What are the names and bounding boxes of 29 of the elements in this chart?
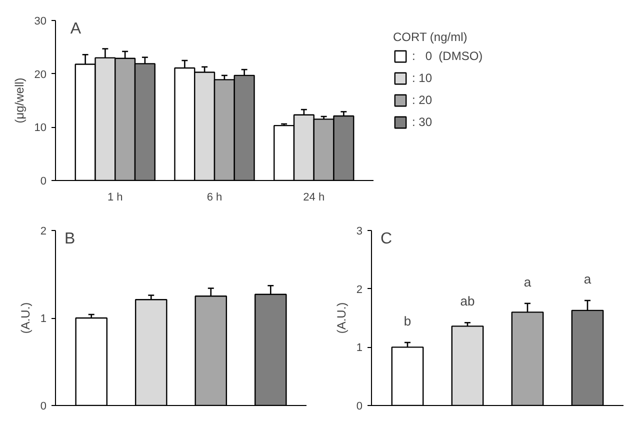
legend-label: : 20 (412, 93, 432, 107)
y-tick-label: 2 (40, 226, 47, 238)
legend-label: : 10 (412, 71, 432, 85)
chart-title: C (380, 230, 392, 248)
annotation: a (584, 272, 592, 286)
y-tick-label: 30 (34, 16, 47, 28)
legend-label: : 0 (DMSO) (412, 49, 483, 63)
annotation: a (524, 274, 532, 290)
y-tick-label: 10 (34, 122, 47, 134)
x-tick-label: 1 h (107, 192, 123, 204)
legend-title: CORT (ng/ml) (393, 30, 468, 44)
y-axis-title: (μg/well) (12, 78, 26, 124)
y-tick-label: 0 (356, 400, 363, 412)
annotation: ab (460, 294, 475, 309)
annotation: b (404, 314, 412, 328)
y-tick-label: 3 (356, 226, 363, 238)
y-axis-title: (A.U.) (334, 302, 348, 334)
y-tick-label: 0 (40, 400, 47, 412)
x-tick-label: 6 h (206, 192, 222, 204)
y-tick-label: 0 (40, 176, 47, 188)
chart-title: B (64, 230, 76, 248)
legend-label: : 30 (412, 115, 432, 129)
y-tick-label: 2 (356, 284, 363, 296)
x-tick-label: 24 h (303, 192, 325, 204)
y-tick-label: 1 (356, 342, 363, 354)
y-tick-label: 20 (34, 68, 47, 81)
y-axis-title: (A.U.) (18, 302, 32, 334)
y-tick-label: 1 (40, 313, 47, 325)
chart-title: A (70, 20, 82, 38)
